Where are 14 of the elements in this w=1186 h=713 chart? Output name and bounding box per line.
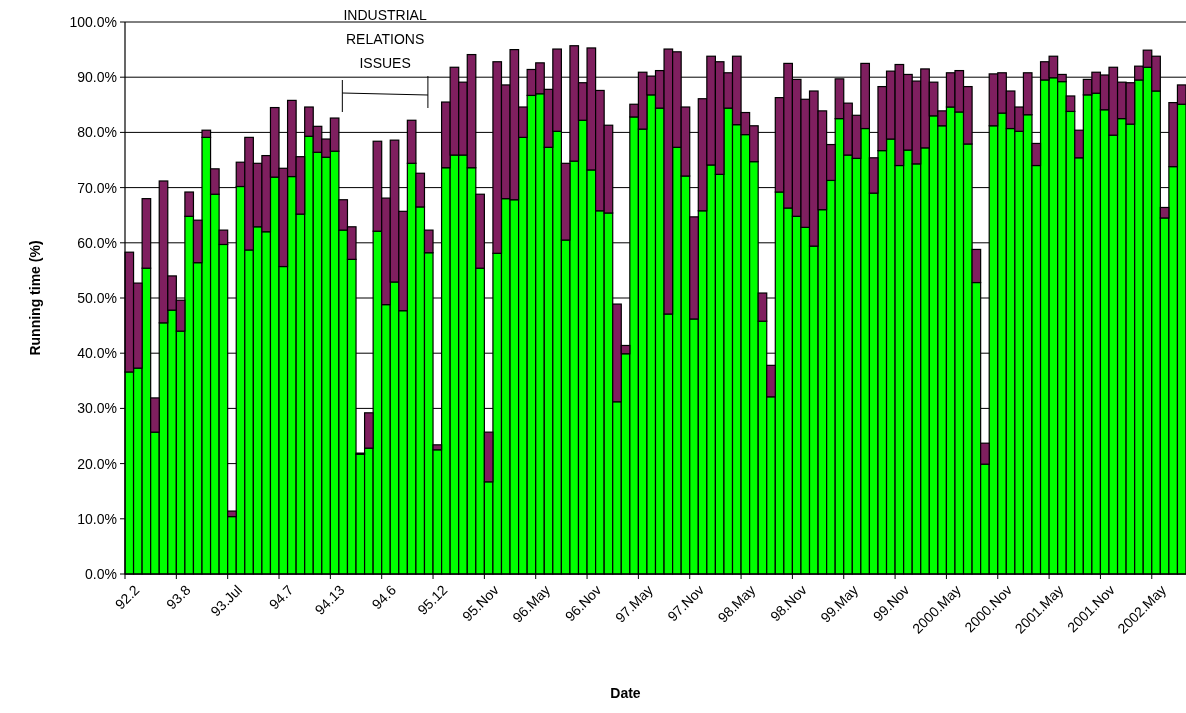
y-tick-label: 40.0%	[77, 345, 117, 362]
y-tick-label: 100.0%	[69, 13, 117, 30]
y-tick-label: 0.0%	[85, 565, 117, 582]
y-tick-label: 80.0%	[77, 124, 117, 141]
y-tick-label: 50.0%	[77, 289, 117, 306]
x-axis-title: Date	[610, 685, 641, 701]
y-tick-label: 70.0%	[77, 179, 117, 196]
y-tick-label: 20.0%	[77, 455, 117, 472]
y-tick-label: 90.0%	[77, 69, 117, 86]
y-tick-label: 60.0%	[77, 234, 117, 251]
y-tick-label: 30.0%	[77, 400, 117, 417]
y-axis-title: Running time (%)	[27, 240, 43, 356]
y-tick-label: 10.0%	[77, 510, 117, 527]
annotation: INDUSTRIAL RELATIONS ISSUES	[343, 7, 427, 71]
